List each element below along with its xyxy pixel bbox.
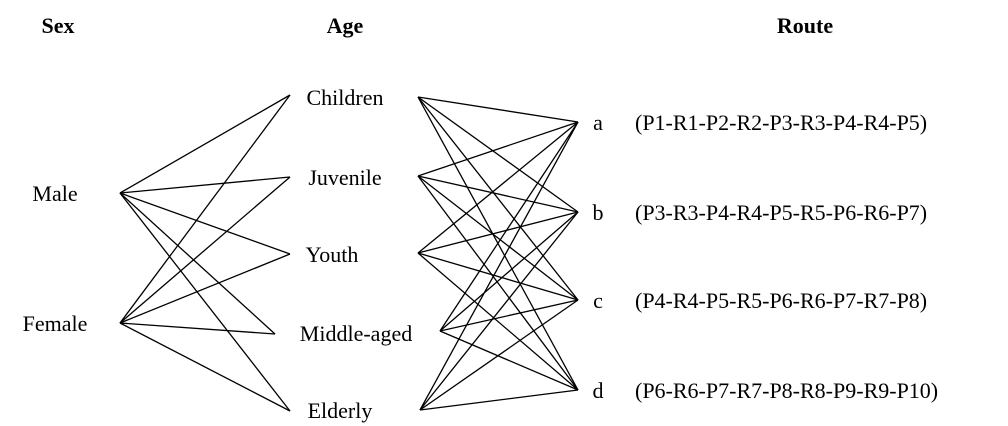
connector-line: [119, 192, 276, 335]
connector-line: [417, 121, 579, 177]
connector-line: [419, 299, 579, 411]
age-label: Youth: [306, 242, 359, 267]
route-header: Route: [777, 13, 833, 38]
age-label: Children: [307, 85, 384, 110]
connector-line: [417, 96, 579, 123]
connector-line: [417, 252, 579, 301]
sex-label: Male: [32, 181, 77, 206]
route-path: (P3-R3-P4-R4-P5-R5-P6-R6-P7): [635, 200, 927, 225]
route-label: b: [593, 200, 604, 225]
age-label: Middle-aged: [300, 321, 412, 346]
route-path: (P1-R1-P2-R2-P3-R3-P4-R4-P5): [635, 110, 927, 135]
connector-line: [439, 330, 579, 391]
connector-line: [417, 252, 579, 391]
connector-line: [417, 96, 579, 301]
route-label: d: [593, 378, 604, 403]
connector-line: [439, 211, 579, 332]
connector-line: [417, 121, 579, 254]
route-label: a: [593, 110, 603, 135]
age-label: Juvenile: [308, 165, 381, 190]
connector-line: [439, 299, 579, 332]
connector-line: [119, 192, 291, 412]
sex-header: Sex: [42, 13, 75, 38]
connector-line: [119, 176, 291, 324]
route-path: (P6-R6-P7-R7-P8-R8-P9-R9-P10): [635, 378, 938, 403]
route-path: (P4-R4-P5-R5-P6-R6-P7-R7-P8): [635, 288, 927, 313]
connector-line: [419, 211, 579, 411]
sex-label: Female: [23, 311, 88, 336]
connector-line: [419, 389, 579, 411]
connector-line: [119, 322, 276, 335]
connector-line: [439, 121, 579, 332]
connector-line: [419, 121, 579, 411]
connector-line: [417, 96, 579, 213]
connector-line: [119, 253, 291, 324]
connector-line: [119, 192, 291, 255]
age-header: Age: [327, 13, 364, 38]
connector-line: [119, 94, 291, 324]
connector-line: [119, 322, 291, 412]
connector-line: [119, 176, 291, 194]
connector-line: [417, 175, 579, 213]
route-label: c: [593, 288, 603, 313]
connector-line: [417, 175, 579, 301]
connector-line: [417, 175, 579, 391]
age-label: Elderly: [308, 398, 373, 423]
connector-line: [417, 211, 579, 254]
connector-line: [119, 94, 291, 194]
